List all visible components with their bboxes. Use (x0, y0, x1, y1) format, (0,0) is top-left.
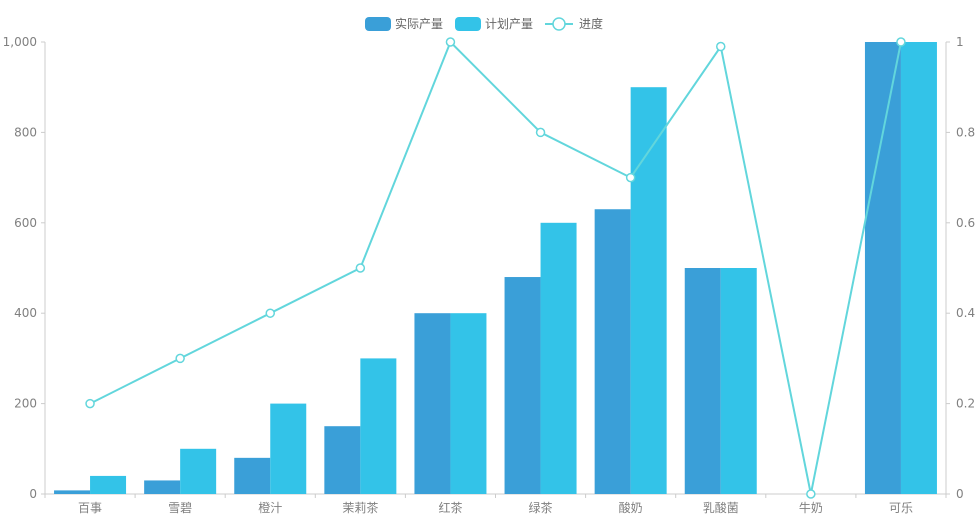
bar-actual (324, 426, 361, 494)
legend[interactable]: 实际产量 计划产量 进度 (365, 16, 603, 31)
left-tick-label: 1,000 (3, 35, 37, 49)
x-tick-label: 酸奶 (619, 500, 643, 515)
legend-bar-swatch (455, 17, 481, 31)
bar-actual (414, 313, 451, 494)
bar-plan (360, 358, 397, 494)
x-tick-label: 雪碧 (168, 501, 192, 515)
axes: 0 200 400 600 800 1,000 0 0.2 0.4 0.6 0.8 1 (3, 35, 975, 501)
x-tick-label: 牛奶 (799, 500, 823, 515)
legend-item-2[interactable]: 进度 (545, 16, 603, 31)
bar-plan (90, 475, 127, 494)
legend-item-1[interactable]: 计划产量 (455, 17, 533, 31)
progress-point (896, 37, 906, 47)
progress-point (535, 127, 546, 138)
right-tick-label: 1 (956, 35, 964, 49)
progress-point (85, 398, 95, 409)
progress-point (716, 41, 726, 52)
left-tick-label: 400 (14, 306, 37, 320)
bar-actual (234, 457, 271, 494)
x-tick-label: 乳酸菌 (703, 500, 739, 515)
progress-point (625, 172, 636, 183)
legend-item-0[interactable]: 实际产量 (365, 16, 443, 31)
bar-plan (900, 42, 937, 494)
left-tick-label: 0 (29, 487, 37, 501)
legend-bar-swatch (365, 17, 391, 31)
left-tick-label: 800 (14, 125, 37, 139)
progress-point (445, 37, 456, 47)
progress-line (85, 37, 906, 499)
right-tick-label: 0 (956, 487, 964, 501)
x-tick-label: 绿茶 (529, 500, 553, 515)
x-tick-label: 红茶 (438, 500, 462, 515)
bar-plan (720, 268, 757, 494)
progress-point (806, 489, 816, 499)
left-tick-label: 600 (14, 216, 37, 230)
right-tick-label: 0.8 (956, 125, 975, 139)
progress-point (265, 308, 275, 318)
bars (54, 42, 937, 495)
bar-actual (54, 490, 91, 494)
bar-actual (864, 42, 901, 494)
legend-label: 实际产量 (395, 16, 443, 31)
bar-plan (270, 403, 307, 494)
progress-point (175, 353, 185, 364)
x-tick-label: 百事 (78, 501, 102, 515)
right-tick-label: 0.2 (956, 397, 975, 411)
bar-plan (630, 87, 667, 494)
bar-plan (540, 222, 577, 495)
left-tick-label: 200 (14, 397, 37, 411)
legend-label: 计划产量 (485, 17, 533, 31)
x-tick-label: 茉莉茶 (342, 500, 378, 515)
legend-point-swatch (552, 17, 566, 31)
x-axis-labels: 百事 雪碧 橙汁 茉莉茶 红茶 绿茶 酸奶 乳酸菌 牛奶 可乐 (44, 494, 947, 515)
right-tick-label: 0.6 (956, 216, 975, 230)
bar-plan (450, 313, 487, 494)
bar-actual (144, 480, 181, 494)
x-tick-label: 可乐 (889, 501, 913, 515)
bar-plan (180, 448, 217, 494)
bar-actual (684, 268, 721, 494)
progress-line-path (89, 40, 902, 495)
legend-label: 进度 (579, 16, 603, 31)
bar-actual (594, 209, 631, 495)
bar-actual (504, 277, 541, 494)
progress-point (355, 263, 366, 273)
right-tick-label: 0.4 (956, 306, 975, 320)
x-tick-label: 橙汁 (258, 500, 282, 515)
